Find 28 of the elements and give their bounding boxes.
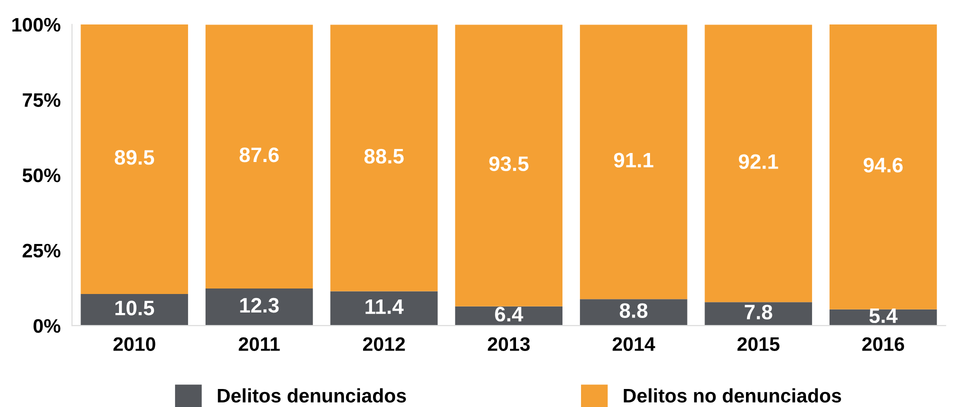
data-label: 94.6 bbox=[864, 158, 903, 172]
x-tick-label: 2015 bbox=[737, 337, 780, 351]
data-label: 6.4 bbox=[495, 306, 524, 322]
legend-label: Delitos denunciados bbox=[218, 388, 406, 403]
y-tick-label: 50% bbox=[22, 168, 60, 182]
y-tick-label: 100% bbox=[12, 18, 60, 32]
data-label: 87.6 bbox=[240, 147, 279, 162]
x-tick-label: 2013 bbox=[488, 337, 530, 352]
data-label: 12.3 bbox=[240, 298, 279, 313]
data-label: 5.4 bbox=[869, 308, 898, 324]
data-label: 8.8 bbox=[620, 303, 648, 318]
data-label: 93.5 bbox=[489, 156, 528, 172]
data-label: 11.4 bbox=[366, 299, 404, 314]
x-tick-label: 2014 bbox=[612, 337, 656, 351]
x-tick-label: 2011 bbox=[238, 337, 280, 351]
x-tick-label: 2016 bbox=[862, 337, 904, 351]
x-tick-label: 2010 bbox=[113, 337, 156, 351]
legend-label: Delitos no denunciados bbox=[624, 388, 842, 403]
data-label: 91.1 bbox=[614, 152, 654, 168]
y-tick-label: 75% bbox=[22, 93, 60, 107]
data-label: 89.5 bbox=[114, 150, 154, 165]
data-label: 7.8 bbox=[744, 304, 772, 320]
data-label: 88.5 bbox=[364, 148, 404, 164]
y-tick-label: 0% bbox=[34, 319, 60, 333]
data-label: 92.1 bbox=[738, 154, 778, 170]
x-tick-label: 2012 bbox=[363, 337, 405, 351]
data-label: 10.5 bbox=[115, 300, 154, 316]
y-tick-label: 25% bbox=[22, 244, 60, 258]
